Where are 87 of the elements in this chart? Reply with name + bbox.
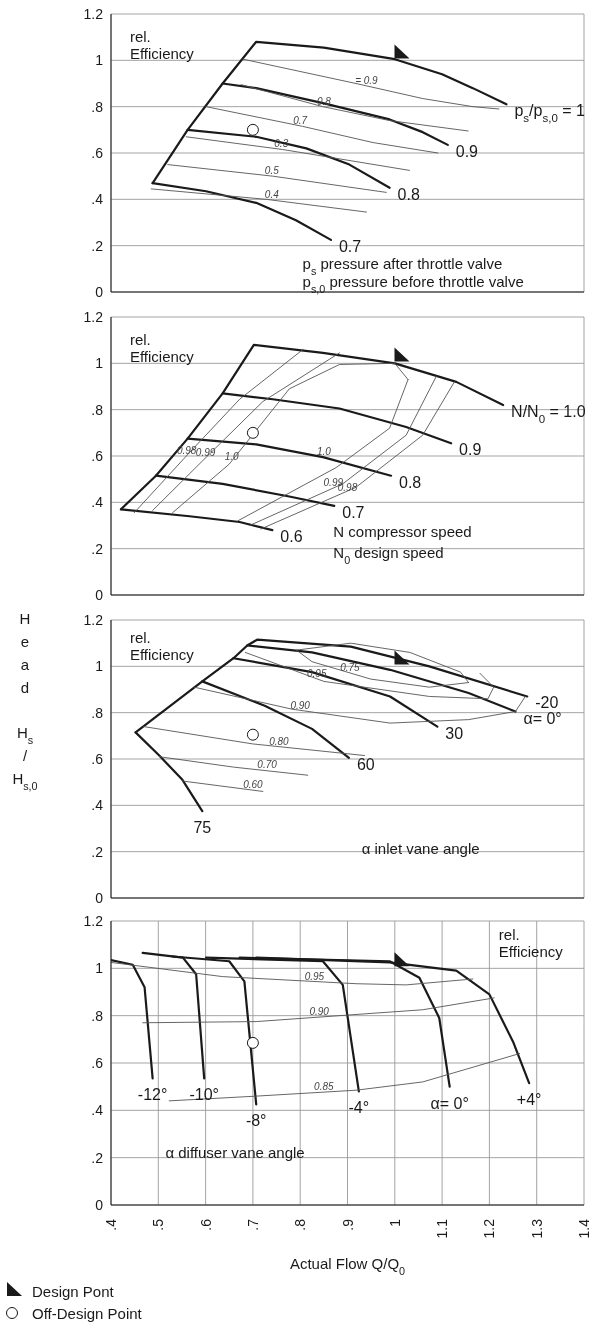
y-tick-label: .6 <box>91 447 104 464</box>
y-tick-label: .2 <box>91 540 104 557</box>
y-tick-label: .4 <box>91 1102 104 1119</box>
x-tick-label: .4 <box>103 1218 119 1231</box>
annotation: 0.7 <box>293 114 308 126</box>
x-tick-label: 1.4 <box>576 1218 592 1239</box>
y-tick-label: .2 <box>91 1149 104 1166</box>
x-tick-label: 1.1 <box>434 1218 451 1239</box>
series-label: α= 0° <box>430 1094 469 1112</box>
annotation: p$_{s}$ pressure after throttle valve <box>302 254 503 277</box>
series-label: +4° <box>516 1091 542 1109</box>
y-tick-label: .4 <box>91 797 104 814</box>
y-tick-label: 0 <box>95 1196 104 1213</box>
y-tick-label: .2 <box>91 843 104 860</box>
annotation: 0.85 <box>314 1081 335 1093</box>
series-label: N/N$_{0}$ = 1.0 <box>511 403 586 426</box>
series-label: 30 <box>445 724 464 742</box>
series-label: -10° <box>189 1086 219 1104</box>
x-axis-title: Actual Flow Q/Q$_{0}$ <box>289 1255 406 1277</box>
annotation: 0.95 <box>304 970 325 982</box>
annotation: rel. Efficiency <box>129 330 195 366</box>
x-tick-label: .8 <box>292 1218 309 1231</box>
legend-label: Design Pont <box>32 1282 114 1300</box>
y-tick-label: .6 <box>91 1054 104 1071</box>
y-tick-label: .6 <box>91 144 104 161</box>
y-tick-label: 1 <box>95 52 104 69</box>
x-tick-label: .7 <box>244 1218 261 1231</box>
annotation: 0.4 <box>264 188 280 200</box>
y-tick-label: .8 <box>91 401 104 418</box>
series-label: 75 <box>193 819 212 837</box>
annotation: 0.90 <box>290 699 311 711</box>
annotation: 0.75 <box>340 662 361 674</box>
x-tick-label: .6 <box>197 1218 214 1231</box>
series-label: 60 <box>356 755 375 773</box>
y-tick-label: .4 <box>91 191 104 208</box>
series-label: -12° <box>137 1086 168 1104</box>
y-tick-label: .8 <box>91 98 104 115</box>
annotation: 1.0 <box>224 450 239 462</box>
annotation: 0.60 <box>243 779 264 791</box>
series-label: 0.6 <box>280 528 303 546</box>
y-tick-label: 1 <box>95 355 104 372</box>
y-tick-label: .8 <box>91 704 104 721</box>
y-tick-label: 1 <box>95 658 104 675</box>
y-tick-label: .2 <box>91 237 104 254</box>
y-tick-label: 1 <box>95 960 104 977</box>
series-label: 0.8 <box>397 185 420 203</box>
series-label: 0.7 <box>342 503 365 521</box>
annotation: rel. Efficiency <box>129 629 195 664</box>
x-tick-label: .5 <box>150 1218 167 1231</box>
y-tick-label: .8 <box>91 1007 104 1024</box>
annotation: = 0.9 <box>355 74 379 86</box>
x-tick-label: 1 <box>386 1218 403 1227</box>
x-tick-label: 1.2 <box>481 1218 498 1239</box>
y-tick-label: 1.2 <box>83 611 104 628</box>
series-label: -8° <box>245 1112 267 1130</box>
annotation: α inlet vane angle <box>361 839 480 857</box>
annotation: 0.99 <box>195 447 216 459</box>
series-label: 0.9 <box>455 142 479 160</box>
annotation: 1.0 <box>316 446 332 458</box>
text: Head H$_{s}$ / H$_{s,0}$ <box>12 610 38 792</box>
legend-label: Off-Design Point <box>32 1304 142 1322</box>
annotation: 0.70 <box>257 759 278 771</box>
series-label: p$_{s}$/p$_{s,0}$ = 1 <box>514 102 586 125</box>
y-tick-label: 1.2 <box>83 308 104 325</box>
annotation: N$_{0}$ design speed <box>333 543 444 566</box>
annotation: α diffuser vane angle <box>165 1143 305 1161</box>
annotation: rel. Efficiency <box>129 27 195 63</box>
x-tick-label: 1.3 <box>528 1218 545 1239</box>
series-label: 0.9 <box>459 441 482 459</box>
annotation: 0.90 <box>309 1006 330 1018</box>
y-tick-label: 0 <box>95 889 104 906</box>
annotation: N compressor speed <box>333 523 472 541</box>
y-tick-label: 1.2 <box>83 5 104 22</box>
y-tick-label: .6 <box>91 750 104 767</box>
annotation: rel. Efficiency <box>498 925 564 961</box>
series-label: 0.7 <box>338 237 362 255</box>
series-label: -20 <box>535 694 559 712</box>
series-label: 0.8 <box>399 473 422 491</box>
x-tick-label: .9 <box>339 1218 356 1231</box>
annotation: 0.5 <box>264 165 280 177</box>
series-label: α= 0° <box>523 709 562 727</box>
y-tick-label: 0 <box>95 283 104 300</box>
y-tick-label: .4 <box>91 494 104 511</box>
annotation: 0.80 <box>269 735 290 747</box>
y-tick-label: 1.2 <box>83 912 104 929</box>
y-tick-label: 0 <box>95 586 104 603</box>
series-label: -4° <box>348 1099 370 1117</box>
